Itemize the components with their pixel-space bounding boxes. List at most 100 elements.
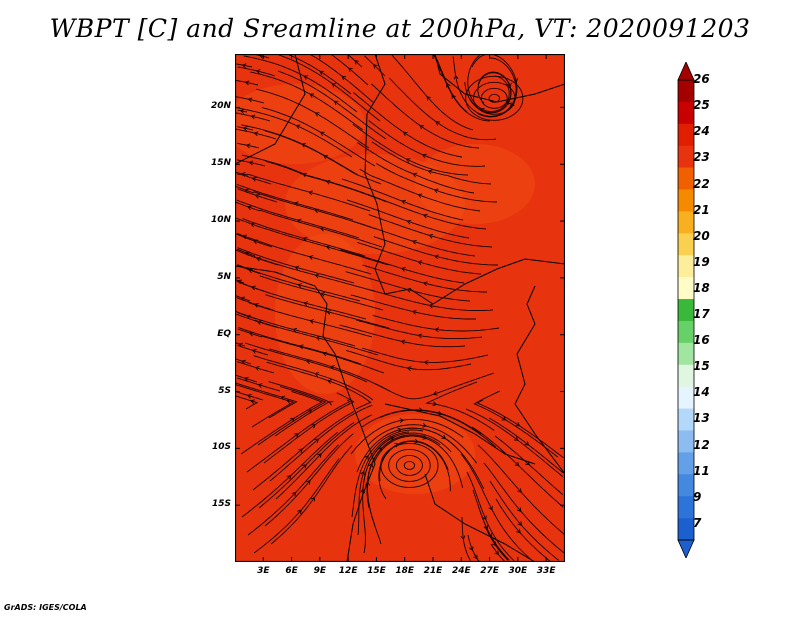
streamline-arrow xyxy=(251,176,257,182)
streamline-arrow xyxy=(298,448,303,454)
streamline-arrow xyxy=(402,131,408,136)
colorbar-swatch xyxy=(678,386,694,409)
streamline xyxy=(236,79,259,86)
streamline-arrow xyxy=(394,442,400,448)
border-line xyxy=(235,54,306,165)
southern-anticyclone-ring xyxy=(403,460,416,470)
streamline-arrow xyxy=(397,427,403,433)
colorbar-swatch xyxy=(678,233,694,256)
streamline xyxy=(288,54,352,95)
streamline-arrow xyxy=(524,441,530,446)
colorbar-level-label: 19 xyxy=(693,254,710,269)
map-frame xyxy=(235,54,565,562)
streamline-arrow xyxy=(309,93,315,98)
lat-label: 15S xyxy=(211,499,231,510)
streamline-arrow xyxy=(244,80,250,86)
streamline-arrow xyxy=(290,417,295,423)
streamline-arrow xyxy=(251,348,257,354)
streamline xyxy=(237,126,254,131)
streamline-arrow xyxy=(406,366,412,372)
streamline-arrow xyxy=(460,535,466,541)
lat-label: 10N xyxy=(210,215,231,226)
streamline xyxy=(330,54,369,86)
streamline-arrow xyxy=(348,67,353,73)
streamline-arrow xyxy=(255,69,261,74)
streamline-arrow xyxy=(254,366,260,371)
streamline-arrow xyxy=(417,193,423,199)
streamline-arrow xyxy=(314,208,319,214)
streamline-arrow xyxy=(308,190,313,196)
colorbar-level-label: 22 xyxy=(693,176,710,191)
streamline-arrow xyxy=(364,454,369,460)
streamline-arrow xyxy=(516,528,521,534)
streamline-arrow xyxy=(243,376,249,382)
warm-patch xyxy=(355,414,475,494)
streamline-arrow xyxy=(242,234,248,240)
colorbar-swatch xyxy=(678,518,694,541)
streamline-arrow xyxy=(256,320,262,325)
streamline-arrow xyxy=(423,359,429,365)
streamline-arrow xyxy=(333,100,339,106)
lat-label: EQ xyxy=(217,328,231,339)
streamline-arrow xyxy=(302,236,308,242)
streamline-arrow xyxy=(241,63,247,69)
colorbar-swatch xyxy=(678,189,694,212)
lon-label: 15E xyxy=(367,566,386,576)
streamline-arrow xyxy=(315,335,321,341)
streamline-arrow xyxy=(325,245,331,250)
streamline-arrow xyxy=(322,351,328,357)
grads-credit: GrADS: IGES/COLA xyxy=(4,603,87,612)
lon-label: 12E xyxy=(338,566,358,576)
colorbar-level-label: 14 xyxy=(693,385,710,400)
colorbar-level-label: 20 xyxy=(693,228,710,243)
colorbar-level-label: 13 xyxy=(693,411,710,426)
streamline xyxy=(310,54,375,104)
streamline-arrow xyxy=(311,424,316,429)
southern-anticyclone-ring xyxy=(388,448,431,482)
streamline-arrow xyxy=(514,461,520,467)
streamline xyxy=(477,444,565,536)
streamline-arrow xyxy=(242,126,248,132)
streamline-arrow xyxy=(295,124,301,129)
streamline-arrow xyxy=(257,383,263,388)
streamline xyxy=(235,395,259,410)
streamline-arrow xyxy=(506,82,512,88)
streamline-arrow xyxy=(515,422,521,427)
streamline-arrow xyxy=(250,399,256,404)
streamline-arrow xyxy=(513,436,519,441)
lon-label: 30E xyxy=(508,566,528,576)
streamline-arrow xyxy=(239,108,245,114)
streamline-arrow xyxy=(303,301,309,307)
streamline xyxy=(433,54,468,113)
colorbar-swatch xyxy=(678,167,694,190)
streamline-arrow xyxy=(373,64,378,69)
streamline xyxy=(490,543,506,562)
streamline-arrow xyxy=(314,273,320,279)
streamline-arrow xyxy=(323,155,328,160)
streamline-arrow xyxy=(314,112,320,117)
streamline-arrow xyxy=(310,496,316,502)
streamline xyxy=(488,417,564,474)
lon-label: 9E xyxy=(313,566,327,576)
streamline xyxy=(235,112,271,122)
streamline-arrow xyxy=(491,541,497,547)
streamline xyxy=(484,525,509,561)
colorbar-level-label: 17 xyxy=(693,307,710,321)
streamline-arrow xyxy=(246,393,252,399)
streamline xyxy=(467,55,510,112)
colorbar-level-label: 18 xyxy=(693,280,710,295)
streamline-arrow xyxy=(422,213,428,219)
colorbar xyxy=(677,62,695,558)
northeast-anticyclone-ring xyxy=(465,75,524,121)
colorbar-level-label: 24 xyxy=(693,124,710,139)
streamline-arrow xyxy=(309,319,315,324)
border-line xyxy=(384,403,536,465)
streamline-arrow xyxy=(469,546,474,552)
streamline-arrow xyxy=(302,464,307,469)
colorbar-bottom-arrow xyxy=(677,539,695,558)
colorbar-level-label: 7 xyxy=(693,515,702,530)
streamline-arrow xyxy=(446,82,451,88)
lat-label: 10S xyxy=(211,442,231,453)
streamline-arrow xyxy=(426,95,432,101)
streamline-arrow xyxy=(501,416,507,421)
